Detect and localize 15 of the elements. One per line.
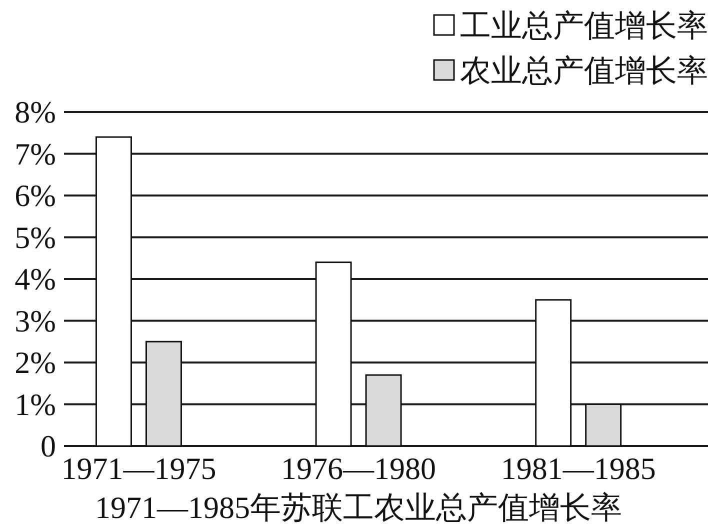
- legend-label: 农业总产值增长率: [460, 53, 708, 88]
- title: 1971—1985年苏联工农业总产值增长率: [95, 490, 622, 525]
- y-tick-label: 5%: [14, 220, 56, 255]
- y-tick-label: 2%: [14, 345, 56, 380]
- x-tick-label: 1971—1975: [61, 451, 216, 486]
- y-tick-label: 6%: [14, 178, 56, 214]
- y-tick-label: 8%: [14, 94, 56, 130]
- x-tick-label: 1981—1985: [500, 451, 656, 486]
- legend-label: 工业总产值增长率: [460, 8, 708, 44]
- y-tick-label: 7%: [14, 136, 56, 172]
- x-tick-label: 1976—1980: [281, 451, 436, 486]
- y-tick-label: 4%: [14, 262, 56, 297]
- y-tick-label: 1%: [14, 386, 56, 422]
- y-tick-label: 0: [40, 428, 56, 464]
- y-tick-label: 3%: [14, 303, 56, 338]
